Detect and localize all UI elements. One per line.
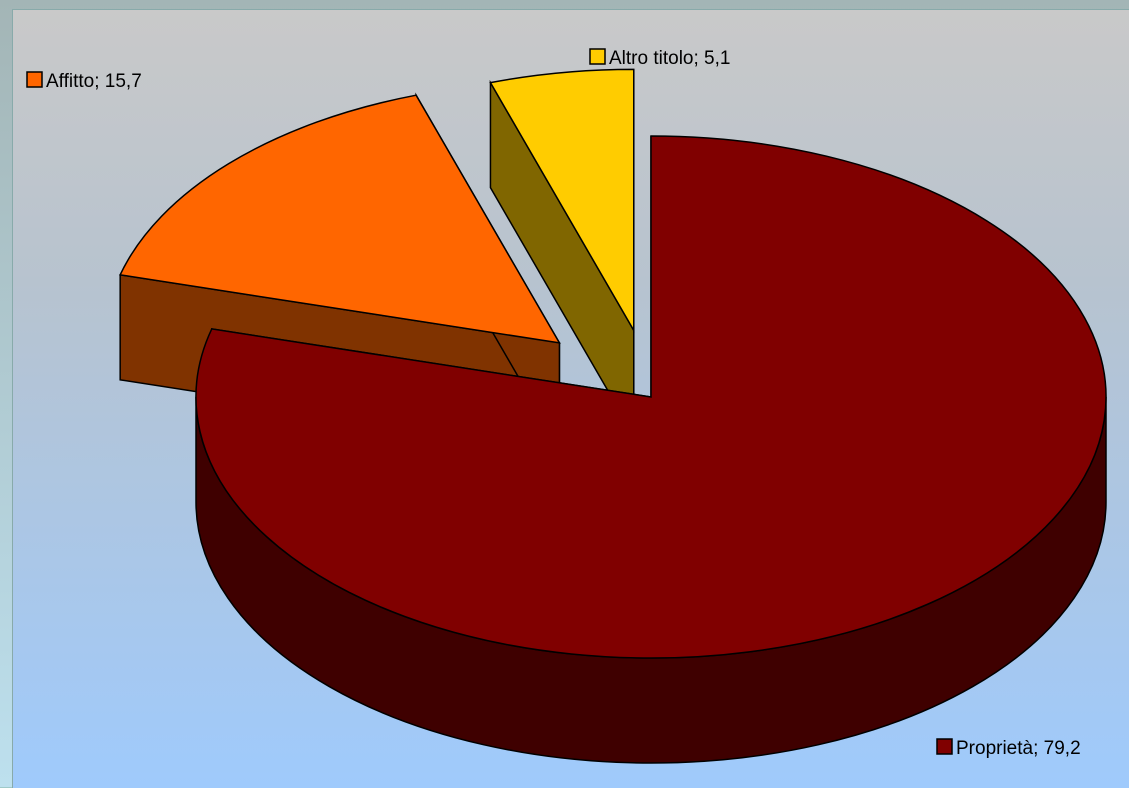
slice-affitto	[119, 94, 561, 344]
slice-label-proprieta: Proprietà; 79,2	[956, 738, 1081, 759]
label-swatch-affitto	[26, 71, 43, 88]
slice-altro-titolo	[489, 68, 635, 334]
slice-label-affitto: Affitto; 15,7	[46, 71, 142, 92]
label-swatch-proprieta	[936, 738, 953, 755]
slice-propriet	[195, 135, 1107, 659]
label-swatch-altro-titolo	[589, 48, 606, 65]
slices-group	[119, 68, 1107, 764]
labels-group: Proprietà; 79,2 Affitto; 15,7 Altro tito…	[26, 48, 1081, 759]
slice-label-altro-titolo: Altro titolo; 5,1	[609, 48, 730, 69]
